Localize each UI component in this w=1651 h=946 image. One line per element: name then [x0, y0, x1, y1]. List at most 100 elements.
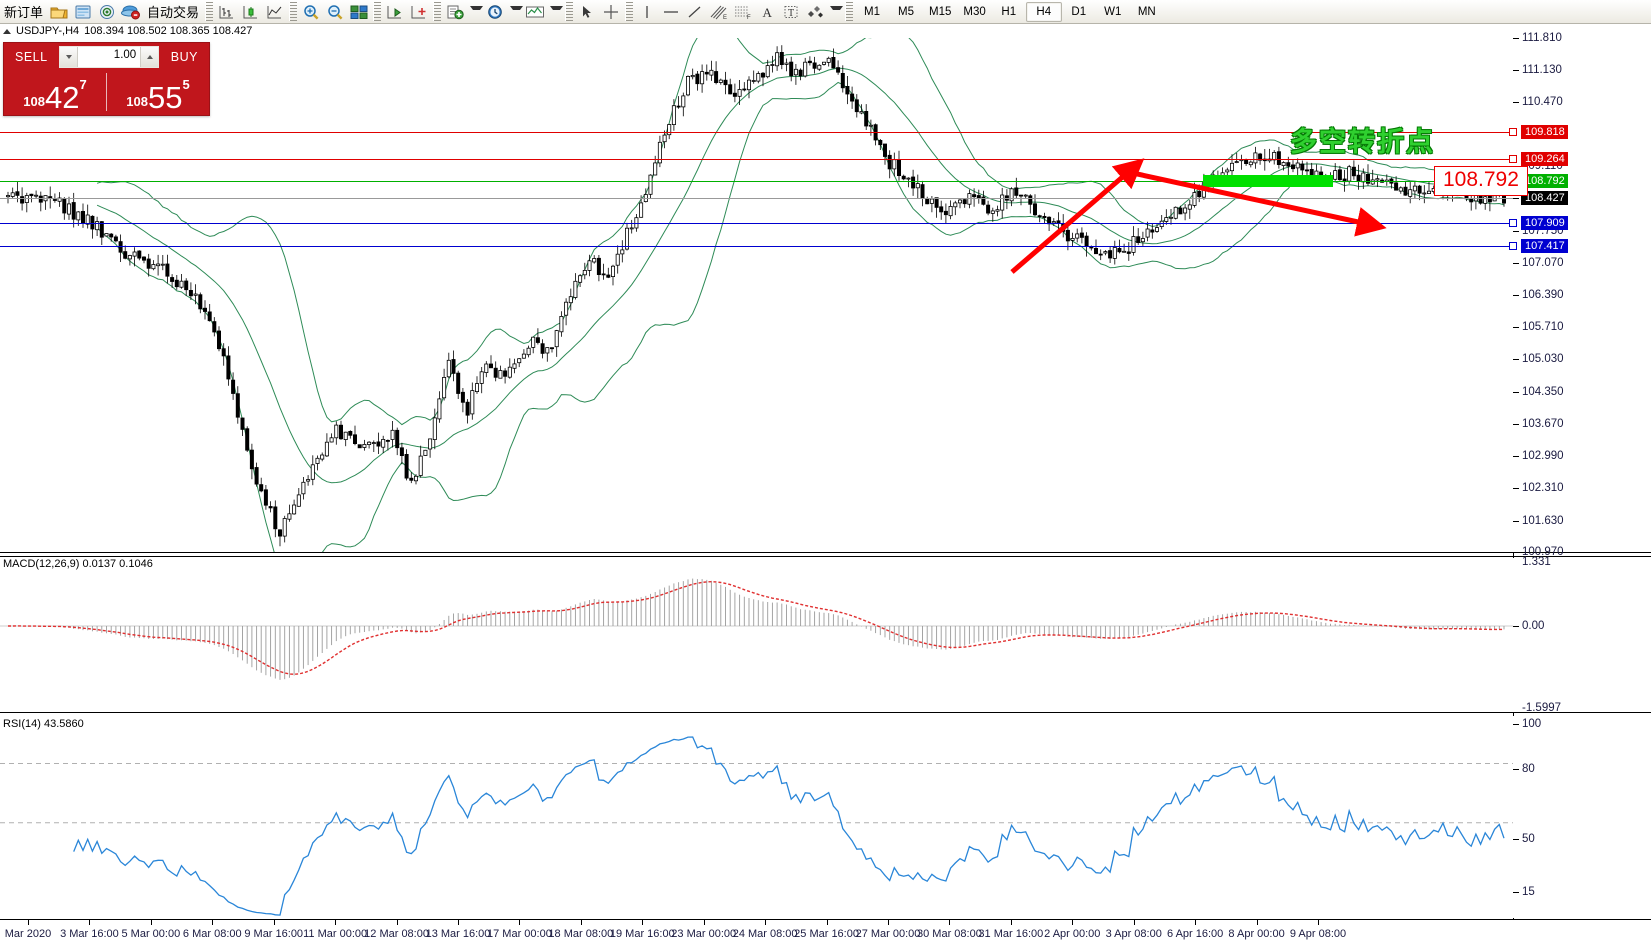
- sell-price[interactable]: 108 42 7: [4, 70, 106, 114]
- price-tag-support-line[interactable]: 107.417: [1521, 239, 1568, 254]
- price-level-line[interactable]: [0, 158, 1513, 160]
- price-tag-resistance-line[interactable]: 109.818: [1521, 125, 1568, 140]
- axis-tick: [1513, 262, 1519, 264]
- price-level-handle[interactable]: [1509, 154, 1517, 163]
- timeframe-m5[interactable]: M5: [898, 5, 915, 18]
- support-zone-rectangle[interactable]: [1203, 175, 1333, 188]
- market-watch-icon[interactable]: [71, 1, 95, 22]
- volume-stepper[interactable]: 1.00: [59, 45, 160, 68]
- price-axis-tick-label: 110.470: [1522, 95, 1563, 108]
- timeframe-h4[interactable]: H4: [1025, 1, 1062, 22]
- autotrading-button[interactable]: 自动交易: [147, 5, 200, 20]
- price-level-line[interactable]: [0, 132, 1513, 134]
- tile-windows-icon[interactable]: [347, 1, 371, 22]
- rsi-axis[interactable]: 100 80 50 15: [1513, 716, 1651, 918]
- chart-shift-icon[interactable]: [383, 1, 407, 22]
- navigator-icon[interactable]: [95, 1, 119, 22]
- objects-icon[interactable]: [803, 1, 827, 22]
- price-level-line[interactable]: [0, 181, 1513, 183]
- price-level-line[interactable]: [0, 222, 1513, 224]
- text-label-icon[interactable]: T: [779, 1, 803, 22]
- panel-divider: [0, 552, 1651, 553]
- price-level-handle[interactable]: [1509, 242, 1517, 251]
- time-axis-tick: [519, 920, 521, 925]
- buy-button[interactable]: BUY: [170, 49, 198, 64]
- timeframe-m15[interactable]: M15: [929, 5, 952, 18]
- price-axis-tick-label: 105.710: [1522, 321, 1564, 334]
- templates-icon[interactable]: [523, 1, 547, 22]
- chevron-down-icon[interactable]: [510, 6, 524, 17]
- text-icon[interactable]: A: [755, 1, 779, 22]
- buy-price-fraction: 5: [182, 77, 190, 92]
- zoom-out-icon[interactable]: [323, 1, 347, 22]
- time-axis-tick: [1133, 920, 1135, 925]
- price-level-line[interactable]: [0, 246, 1513, 248]
- vertical-line-icon[interactable]: [635, 1, 659, 22]
- autotrading-icon[interactable]: [119, 1, 143, 22]
- timeframe-h1[interactable]: H1: [1001, 5, 1017, 18]
- sell-price-fraction: 7: [79, 77, 87, 92]
- volume-input[interactable]: 1.00: [113, 48, 137, 61]
- volume-increase-button[interactable]: [140, 46, 159, 67]
- indicators-icon[interactable]: [443, 1, 467, 22]
- chevron-down-icon[interactable]: [550, 6, 564, 17]
- chevron-down-icon[interactable]: [830, 6, 844, 17]
- one-click-quotes: 108 42 7 108 55 5: [4, 70, 209, 114]
- time-axis-tick: [826, 920, 828, 925]
- rsi-axis-tick-label: 100: [1522, 718, 1542, 730]
- equidistant-channel-icon[interactable]: E: [707, 1, 731, 22]
- price-level-handle[interactable]: [1509, 218, 1517, 227]
- volume-decrease-button[interactable]: [60, 46, 79, 67]
- auto-scroll-icon[interactable]: [407, 1, 431, 22]
- timeframe-w1[interactable]: W1: [1104, 5, 1122, 18]
- price-tag-resistance-line[interactable]: 109.264: [1521, 151, 1568, 166]
- bar-chart-icon[interactable]: [215, 1, 239, 22]
- zoom-in-icon[interactable]: [299, 1, 323, 22]
- collapse-icon[interactable]: [3, 28, 11, 34]
- chevron-up-icon: [146, 54, 153, 59]
- time-axis-tick-label: 17 Mar 00:00: [487, 928, 552, 940]
- price-axis-tick-label: 103.670: [1522, 417, 1564, 430]
- price-tag-support-line[interactable]: 108.792: [1521, 174, 1568, 189]
- time-axis-tick-label: 23 Mar 00:00: [671, 928, 737, 940]
- new-order-button[interactable]: 新订单: [4, 5, 44, 20]
- horizontal-line-icon[interactable]: [659, 1, 683, 22]
- price-tag-support-line[interactable]: 107.909: [1521, 215, 1568, 230]
- buy-price[interactable]: 108 55 5: [107, 70, 209, 114]
- chevron-down-icon: [65, 54, 72, 59]
- toolbar-separator: [373, 2, 382, 21]
- price-chart-panel[interactable]: [0, 20, 1513, 590]
- timeframe-d1[interactable]: D1: [1071, 5, 1087, 18]
- trendline-icon[interactable]: [683, 1, 707, 22]
- chinese-annotation[interactable]: 多空转折点: [1290, 127, 1435, 158]
- time-axis-tick-label: 6 Apr 16:00: [1167, 928, 1224, 940]
- time-axis-tick-label: 18 Mar 08:00: [548, 928, 614, 940]
- sell-button[interactable]: SELL: [15, 49, 48, 64]
- time-axis-tick: [642, 920, 644, 925]
- timeframe-m30[interactable]: M30: [963, 5, 986, 18]
- price-callout-box[interactable]: 108.792: [1434, 166, 1528, 197]
- timeframe-m1[interactable]: M1: [864, 5, 881, 18]
- time-axis[interactable]: Mar 2020 3 Mar 16:00 5 Mar 00:00 6 Mar 08:0…: [0, 919, 1651, 946]
- cursor-icon[interactable]: [575, 1, 599, 22]
- main-toolbar: 新订单 自动交易: [0, 0, 1651, 24]
- crosshair-icon[interactable]: [599, 1, 623, 22]
- folder-icon[interactable]: [47, 1, 71, 22]
- candlestick-chart-icon[interactable]: [239, 1, 263, 22]
- time-axis-tick-label: 6 Mar 08:00: [182, 928, 242, 940]
- macd-axis-tick-label: 0.00: [1522, 620, 1545, 632]
- fibonacci-icon[interactable]: F: [731, 1, 755, 22]
- time-axis-tick: [888, 920, 889, 925]
- line-chart-icon[interactable]: [263, 1, 287, 22]
- period-icon[interactable]: [483, 1, 507, 22]
- macd-axis[interactable]: 1.331 0.00 -1.5997: [1513, 556, 1651, 714]
- macd-panel[interactable]: [0, 558, 1513, 712]
- one-click-trading-panel[interactable]: SELL 1.00 BUY 108 42 7 108 55 5: [3, 42, 210, 116]
- price-level-handle[interactable]: [1509, 128, 1517, 137]
- price-tag-last-price[interactable]: 108.427: [1521, 191, 1568, 206]
- toolbar-separator: [205, 2, 214, 21]
- timeframe-mn[interactable]: MN: [1137, 5, 1156, 18]
- rsi-panel[interactable]: [0, 716, 1513, 918]
- price-axis[interactable]: 111.810111.130110.470109.110108.427107.7…: [1513, 32, 1651, 558]
- chevron-down-icon[interactable]: [470, 6, 484, 17]
